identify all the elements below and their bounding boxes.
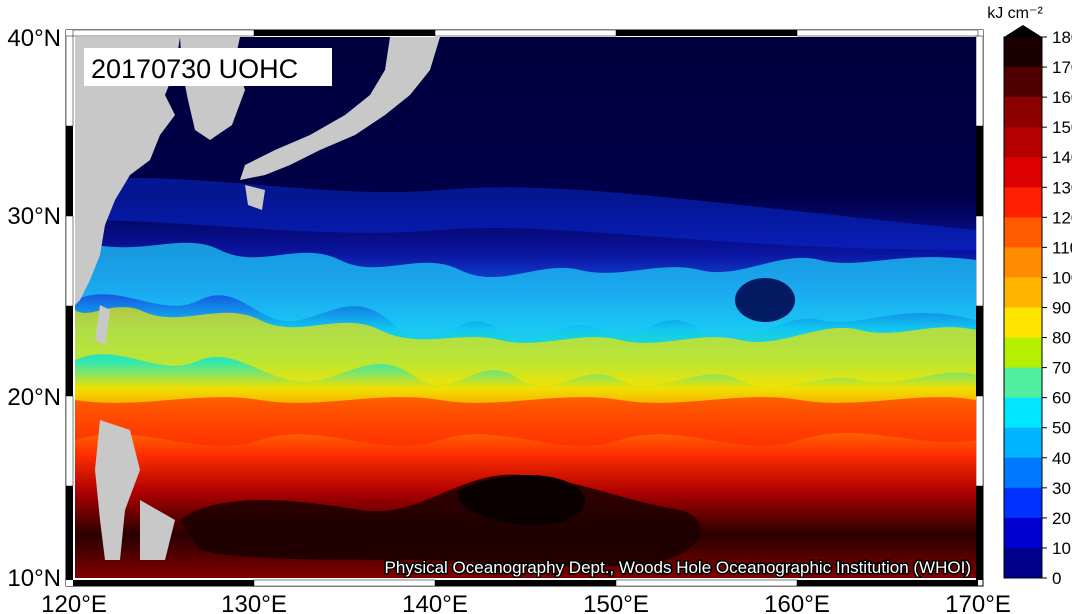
colorbar-swatch bbox=[1004, 337, 1042, 369]
colorbar-swatch bbox=[1004, 457, 1042, 489]
colorbar-label: 100 bbox=[1052, 268, 1072, 287]
colorbar: kJ cm⁻² 18017016015014013012011010090807… bbox=[987, 5, 1072, 588]
colorbar-swatch bbox=[1004, 97, 1042, 128]
credit-text: Physical Oceanography Dept., Woods Hole … bbox=[385, 558, 971, 577]
colorbar-label: 20 bbox=[1052, 509, 1071, 528]
colorbar-swatch bbox=[1004, 397, 1042, 429]
colorbar-label: 130 bbox=[1052, 178, 1072, 197]
lon-label-170e: 170°E bbox=[945, 591, 1011, 614]
colorbar-label: 90 bbox=[1052, 299, 1071, 318]
map-title-box: 20170730 UOHC bbox=[84, 48, 332, 86]
colorbar-label: 40 bbox=[1052, 449, 1071, 468]
colorbar-swatch bbox=[1004, 37, 1042, 68]
colorbar-swatch bbox=[1004, 517, 1042, 549]
colorbar-label: 180 bbox=[1052, 28, 1072, 47]
colorbar-label: 10 bbox=[1052, 539, 1071, 558]
colorbar-overflow-arrow bbox=[1004, 25, 1042, 37]
colorbar-label: 0 bbox=[1052, 569, 1061, 588]
colorbar-label: 50 bbox=[1052, 419, 1071, 438]
colorbar-label: 30 bbox=[1052, 479, 1071, 498]
colorbar-label: 60 bbox=[1052, 389, 1071, 408]
lon-label-120e: 120°E bbox=[41, 591, 107, 614]
colorbar-swatch bbox=[1004, 277, 1042, 308]
lat-label-20n: 20°N bbox=[7, 384, 61, 411]
colorbar-label: 120 bbox=[1052, 208, 1072, 227]
colorbar-label: 150 bbox=[1052, 118, 1072, 137]
latitude-labels: 40°N 30°N 20°N 10°N bbox=[7, 25, 61, 592]
colorbar-swatch bbox=[1004, 307, 1042, 339]
colorbar-swatch bbox=[1004, 67, 1042, 98]
colorbar-swatch bbox=[1004, 127, 1042, 158]
colorbar-swatch bbox=[1004, 547, 1042, 579]
land-masses bbox=[75, 37, 440, 560]
colorbar-swatch bbox=[1004, 247, 1042, 278]
colorbar-label: 70 bbox=[1052, 359, 1071, 378]
map-title: 20170730 UOHC bbox=[91, 54, 298, 84]
colorbar-label: 160 bbox=[1052, 88, 1072, 107]
lon-label-140e: 140°E bbox=[402, 591, 468, 614]
lon-label-130e: 130°E bbox=[221, 591, 287, 614]
colorbar-label: 170 bbox=[1052, 58, 1072, 77]
colorbar-swatch bbox=[1004, 157, 1042, 188]
colorbar-label: 140 bbox=[1052, 148, 1072, 167]
colorbar-labels: 1801701601501401301201101009080706050403… bbox=[1042, 28, 1072, 588]
colorbar-swatch bbox=[1004, 487, 1042, 519]
colorbar-swatch bbox=[1004, 427, 1042, 459]
lon-label-160e: 160°E bbox=[764, 591, 830, 614]
colorbar-swatch bbox=[1004, 217, 1042, 248]
colorbar-swatch bbox=[1004, 187, 1042, 218]
lon-label-150e: 150°E bbox=[583, 591, 649, 614]
longitude-labels: 120°E 130°E 140°E 150°E 160°E 170°E bbox=[41, 591, 1011, 614]
lat-label-40n: 40°N bbox=[7, 25, 61, 52]
colorbar-swatches bbox=[1003, 36, 1043, 579]
colorbar-label: 80 bbox=[1052, 329, 1071, 348]
colorbar-swatch bbox=[1004, 367, 1042, 399]
lat-label-30n: 30°N bbox=[7, 203, 61, 230]
lat-label-10n: 10°N bbox=[7, 565, 61, 592]
colorbar-unit: kJ cm⁻² bbox=[987, 5, 1043, 22]
colorbar-label: 110 bbox=[1052, 238, 1072, 257]
